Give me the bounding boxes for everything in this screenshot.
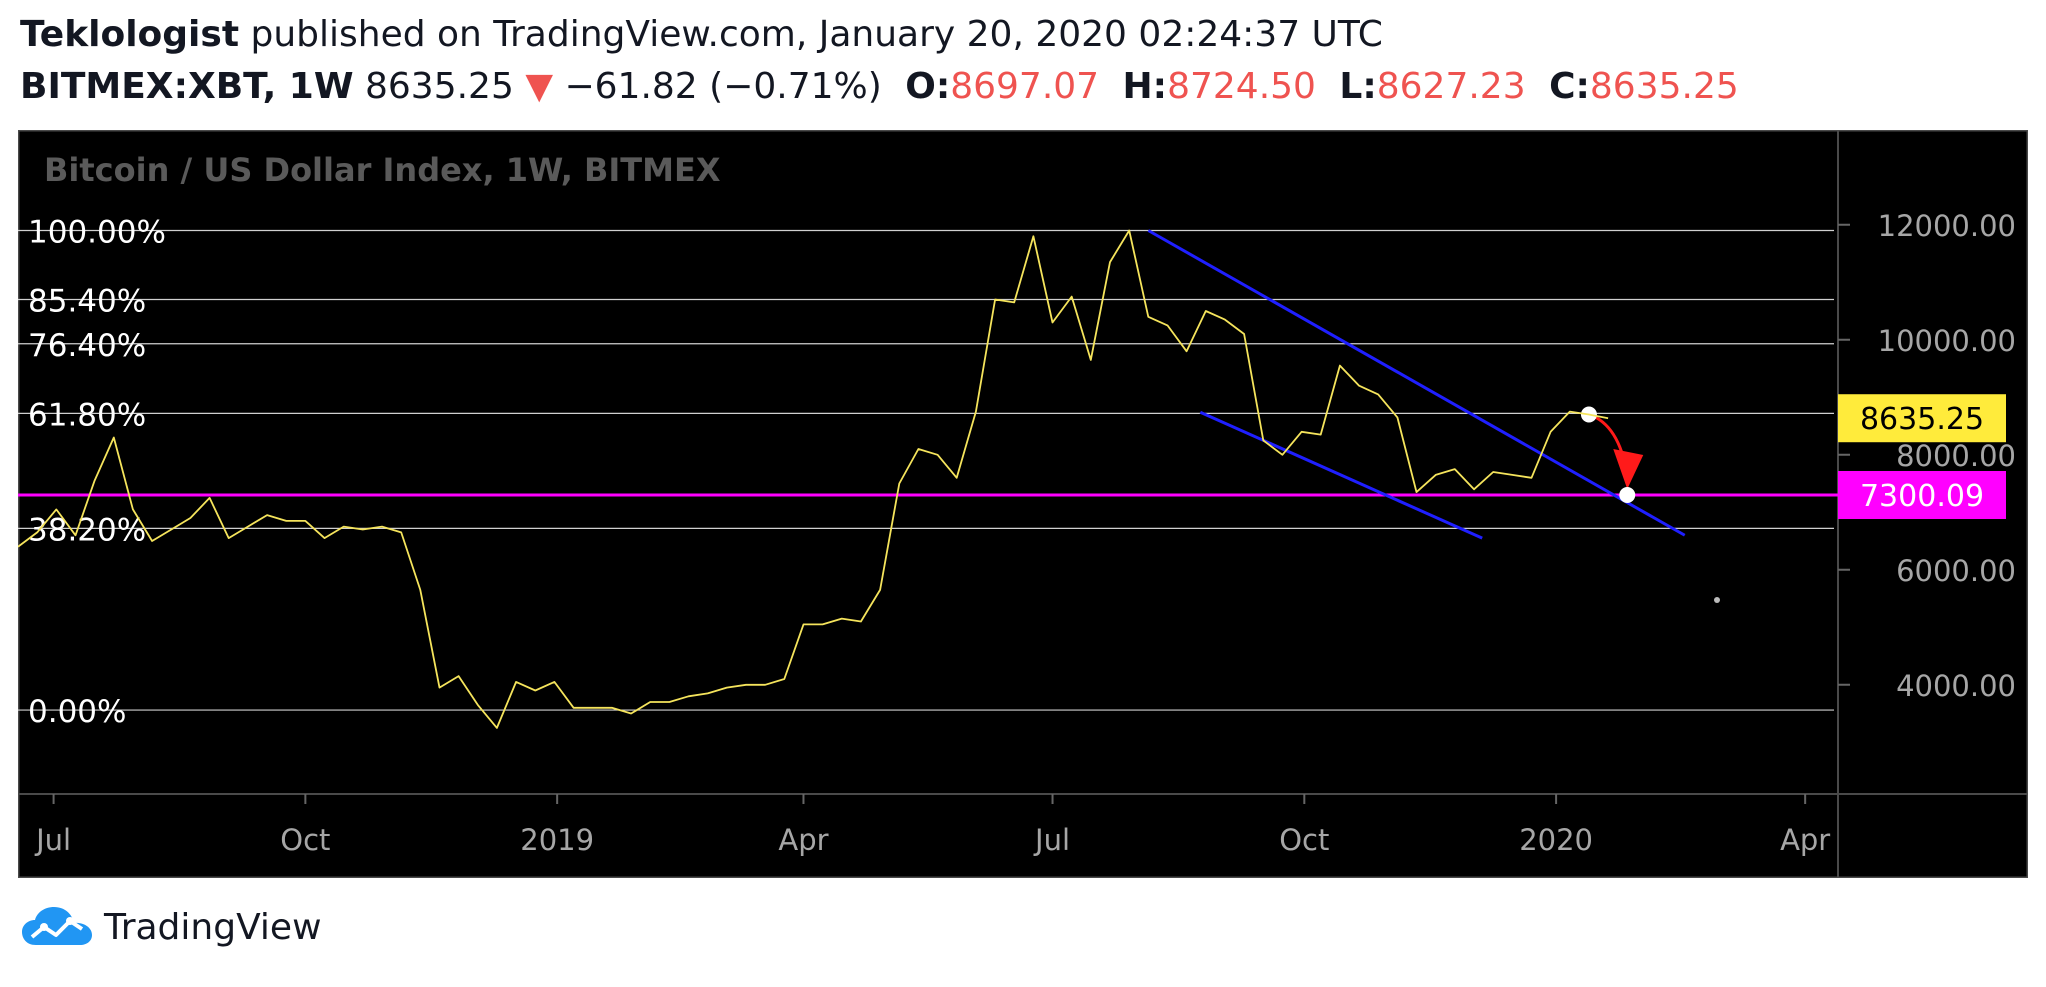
time-tick-label: Apr bbox=[1780, 823, 1830, 857]
low-key: L: bbox=[1339, 66, 1377, 107]
fib-label: 61.80% bbox=[28, 397, 146, 433]
high-value: 8724.50 bbox=[1167, 66, 1316, 107]
time-tick-label: Oct bbox=[1279, 823, 1329, 857]
price-badges: 8635.25 7300.09 bbox=[1838, 394, 2006, 519]
time-tick-label: Jul bbox=[1033, 823, 1070, 857]
price-chart[interactable]: Bitcoin / US Dollar Index, 1W, BITMEX 10… bbox=[18, 130, 2028, 878]
projection-arrowhead bbox=[1613, 449, 1644, 489]
support-price-badge-bg bbox=[1838, 470, 2006, 519]
fib-label: 85.40% bbox=[28, 284, 146, 320]
price-series bbox=[18, 229, 1609, 729]
fib-label: 76.40% bbox=[28, 328, 146, 364]
price-tick-label: 12000.00 bbox=[1878, 209, 2016, 243]
author-name[interactable]: Teklologist bbox=[20, 14, 240, 55]
fib-levels: 100.00% 85.40% 76.40% 61.80% 38.20% 0.00% bbox=[18, 215, 1834, 730]
price-tick-label: 10000.00 bbox=[1878, 324, 2016, 358]
down-arrow-icon: ▼ bbox=[525, 66, 554, 107]
time-tick-label: Apr bbox=[778, 823, 828, 857]
chart-title: Bitcoin / US Dollar Index, 1W, BITMEX bbox=[44, 151, 721, 189]
price-tick-label: 4000.00 bbox=[1896, 669, 2016, 703]
last-price: 8635.25 bbox=[365, 66, 514, 107]
time-tick-label: Jul bbox=[34, 823, 71, 857]
published-text: published on TradingView.com, January 20… bbox=[250, 14, 1383, 55]
low-value: 8627.23 bbox=[1376, 66, 1526, 107]
open-value: 8697.07 bbox=[950, 66, 1100, 107]
last-price-badge-bg bbox=[1838, 394, 2006, 443]
time-axis: Jul Oct 2019 Apr Jul Oct 2020 Apr bbox=[34, 794, 1830, 857]
tradingview-cloud-logo-icon bbox=[22, 907, 92, 945]
chart-frame bbox=[18, 130, 2028, 878]
price-tick-label: 8000.00 bbox=[1896, 439, 2016, 473]
channel-lower-line bbox=[1199, 410, 1483, 540]
last-price-badge: 8635.25 bbox=[1860, 402, 1984, 437]
cursor-dot bbox=[1714, 597, 1720, 603]
symbol-label: BITMEX:XBT, 1W bbox=[20, 66, 354, 107]
high-key: H: bbox=[1122, 66, 1168, 107]
close-value: 8635.25 bbox=[1589, 66, 1739, 107]
footer: TradingView bbox=[20, 905, 322, 949]
time-tick-label: 2019 bbox=[520, 823, 594, 857]
tradingview-brand[interactable]: TradingView bbox=[104, 906, 322, 948]
close-key: C: bbox=[1549, 66, 1590, 107]
support-price-badge: 7300.09 bbox=[1860, 479, 1984, 514]
fib-label: 100.00% bbox=[28, 215, 166, 251]
price-change: −61.82 (−0.71%) bbox=[564, 66, 882, 107]
time-tick-label: Oct bbox=[280, 823, 330, 857]
fib-label: 38.20% bbox=[28, 512, 146, 548]
price-axis: 12000.00 10000.00 8000.00 6000.00 4000.00 bbox=[1838, 209, 2016, 703]
price-line-series bbox=[18, 229, 1609, 729]
channel-upper-line bbox=[1147, 229, 1686, 537]
time-tick-label: 2020 bbox=[1519, 823, 1593, 857]
fib-label: 0.00% bbox=[28, 694, 126, 730]
symbol-line: BITMEX:XBT, 1W 8635.25 ▼ −61.82 (−0.71%)… bbox=[20, 64, 1739, 110]
publication-line: Teklologist published on TradingView.com… bbox=[20, 12, 1383, 58]
price-tick-label: 6000.00 bbox=[1896, 554, 2016, 588]
drawings bbox=[18, 229, 1838, 603]
projection-end-handle bbox=[1619, 487, 1636, 503]
open-key: O: bbox=[905, 66, 951, 107]
